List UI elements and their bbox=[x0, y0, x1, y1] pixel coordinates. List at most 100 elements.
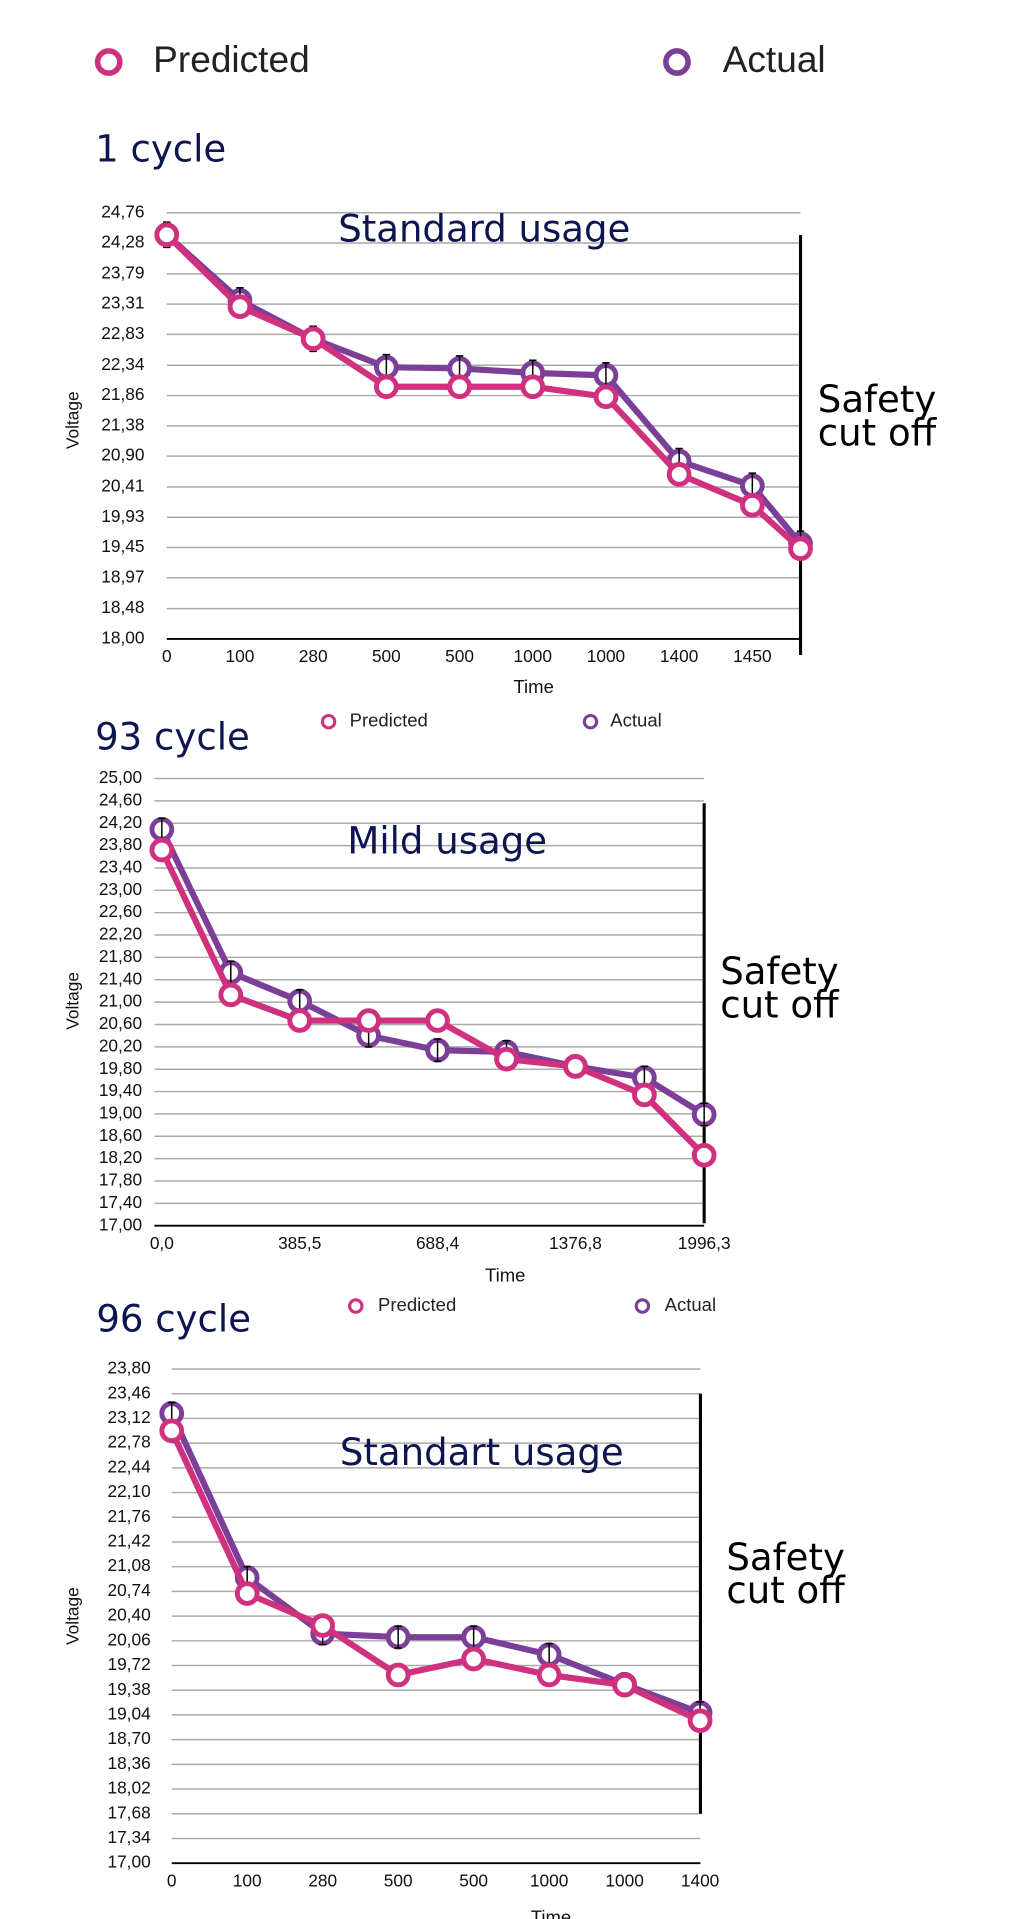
data-point bbox=[374, 374, 399, 400]
data-point bbox=[563, 1054, 588, 1079]
data-point bbox=[632, 1082, 657, 1108]
y-tick-label: 22,78 bbox=[107, 1432, 150, 1452]
error-bar bbox=[700, 1102, 708, 1127]
x-tick-label: 385,5 bbox=[278, 1233, 321, 1253]
data-point bbox=[739, 492, 765, 518]
y-tick-label: 19,38 bbox=[107, 1679, 150, 1699]
series-line bbox=[164, 232, 803, 552]
legend-label: Actual bbox=[723, 38, 826, 80]
y-tick-label: 18,97 bbox=[101, 566, 144, 586]
y-tick-label: 20,74 bbox=[107, 1580, 151, 1600]
data-point bbox=[234, 1581, 260, 1606]
data-point bbox=[310, 1613, 336, 1638]
side-annotation: Safety bbox=[720, 950, 839, 993]
y-tick-label: 18,60 bbox=[99, 1125, 142, 1145]
data-point bbox=[494, 1046, 519, 1072]
y-tick-label: 23,80 bbox=[99, 834, 142, 854]
y-tick-label: 20,41 bbox=[101, 476, 144, 496]
x-axis-title: Time bbox=[485, 1264, 525, 1285]
y-tick-label: 23,00 bbox=[99, 879, 142, 899]
y-tick-label: 17,68 bbox=[107, 1802, 150, 1822]
x-tick-label: 100 bbox=[226, 646, 255, 666]
y-tick-label: 22,10 bbox=[107, 1481, 150, 1501]
legend-marker bbox=[94, 48, 123, 76]
y-tick-label: 20,90 bbox=[101, 445, 144, 465]
y-tick-label: 17,40 bbox=[99, 1192, 142, 1212]
x-tick-label: 1000 bbox=[530, 1870, 568, 1890]
x-tick-label: 0,0 bbox=[150, 1233, 174, 1253]
series-line bbox=[159, 828, 706, 1118]
y-tick-label: 21,80 bbox=[99, 946, 142, 966]
data-point bbox=[520, 374, 546, 400]
y-axis-title: Voltage bbox=[63, 972, 83, 1030]
legend-label: Predicted bbox=[153, 38, 310, 80]
data-point bbox=[788, 536, 813, 562]
x-tick-label: 280 bbox=[308, 1870, 337, 1890]
side-annotation: cut off bbox=[726, 1569, 846, 1612]
data-point bbox=[287, 1008, 313, 1033]
y-tick-label: 17,00 bbox=[99, 1214, 142, 1234]
x-axis-title: Time bbox=[513, 676, 553, 697]
y-tick-label: 19,00 bbox=[99, 1102, 142, 1122]
y-tick-label: 22,83 bbox=[101, 323, 144, 343]
x-tick-label: 500 bbox=[445, 646, 474, 666]
y-tick-label: 17,00 bbox=[107, 1852, 150, 1872]
chart-title: 93 cycle bbox=[95, 715, 250, 758]
data-point bbox=[356, 1008, 381, 1033]
data-point bbox=[447, 374, 472, 400]
y-tick-label: 23,12 bbox=[107, 1407, 150, 1427]
y-tick-label: 22,60 bbox=[99, 901, 142, 921]
y-tick-label: 21,38 bbox=[101, 414, 144, 434]
y-tick-label: 19,72 bbox=[107, 1654, 150, 1674]
y-axis-title: Voltage bbox=[63, 1587, 83, 1645]
data-point bbox=[218, 982, 244, 1008]
x-tick-label: 1000 bbox=[587, 646, 625, 666]
data-point bbox=[666, 462, 692, 487]
data-point bbox=[149, 837, 175, 863]
data-point bbox=[612, 1672, 637, 1698]
y-tick-label: 18,70 bbox=[107, 1728, 150, 1748]
side-annotation: cut off bbox=[818, 412, 938, 455]
error-bar bbox=[394, 1625, 402, 1649]
data-point bbox=[425, 1008, 450, 1033]
y-tick-label: 24,60 bbox=[99, 789, 142, 809]
y-tick-label: 19,45 bbox=[101, 536, 144, 556]
y-tick-label: 20,06 bbox=[107, 1629, 150, 1649]
side-annotation: cut off bbox=[720, 984, 840, 1027]
x-tick-label: 1996,3 bbox=[678, 1233, 731, 1253]
y-tick-label: 22,34 bbox=[101, 354, 145, 374]
y-tick-label: 22,20 bbox=[99, 924, 142, 944]
annotation: Standard usage bbox=[338, 208, 630, 251]
y-tick-label: 24,28 bbox=[101, 232, 144, 252]
y-tick-label: 18,00 bbox=[101, 627, 144, 647]
legend-label: Actual bbox=[665, 1294, 716, 1315]
y-tick-label: 17,34 bbox=[107, 1827, 151, 1847]
y-tick-label: 21,42 bbox=[107, 1531, 150, 1551]
x-tick-label: 1000 bbox=[514, 646, 552, 666]
y-tick-label: 21,76 bbox=[107, 1506, 150, 1526]
x-tick-label: 1450 bbox=[733, 646, 771, 666]
x-tick-label: 688,4 bbox=[416, 1233, 460, 1253]
y-tick-label: 23,46 bbox=[107, 1382, 150, 1402]
x-tick-label: 1000 bbox=[605, 1870, 643, 1890]
data-point bbox=[691, 1142, 717, 1168]
x-tick-label: 0 bbox=[167, 1870, 177, 1890]
y-tick-label: 19,40 bbox=[99, 1080, 142, 1100]
data-point bbox=[536, 1662, 562, 1688]
y-tick-label: 23,79 bbox=[101, 262, 144, 282]
data-point bbox=[159, 1418, 185, 1444]
y-tick-label: 22,44 bbox=[107, 1456, 151, 1476]
y-tick-label: 17,80 bbox=[99, 1170, 142, 1190]
y-tick-label: 19,04 bbox=[107, 1703, 151, 1723]
chart-title: 1 cycle bbox=[95, 127, 226, 170]
chart-title: 96 cycle bbox=[96, 1297, 251, 1340]
data-point bbox=[687, 1708, 713, 1734]
x-tick-label: 280 bbox=[299, 646, 328, 666]
y-tick-label: 25,00 bbox=[99, 767, 142, 787]
y-tick-label: 18,02 bbox=[107, 1778, 150, 1798]
y-tick-label: 20,60 bbox=[99, 1013, 142, 1033]
y-tick-label: 21,86 bbox=[101, 384, 144, 404]
legend-marker bbox=[634, 1298, 651, 1314]
